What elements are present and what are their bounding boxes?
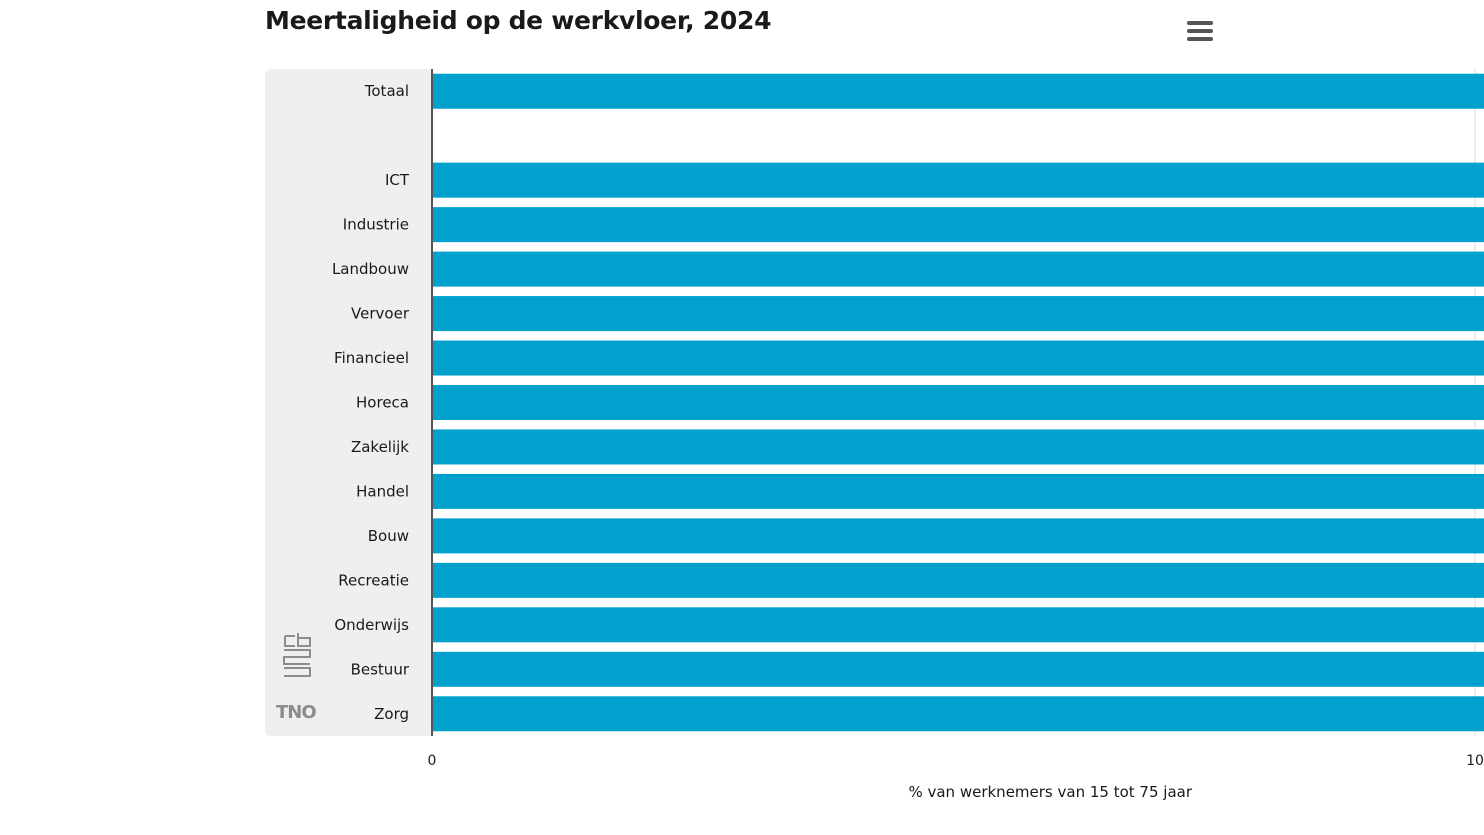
bar-vervoer[interactable] [432,296,1484,332]
category-label-ict: ICT [385,171,410,189]
category-label-recreatie: Recreatie [338,571,409,589]
category-label-panel [265,69,433,736]
x-axis-title: % van werknemers van 15 tot 75 jaar [908,783,1192,801]
bar-ict[interactable] [432,162,1484,198]
category-label-horeca: Horeca [356,394,409,412]
category-label-onderwijs: Onderwijs [334,616,409,634]
x-tick-label-10: 10 [1466,753,1484,769]
category-label-totaal: Totaal [364,82,409,100]
bar-industrie[interactable] [432,207,1484,243]
bar-zorg[interactable] [432,696,1484,732]
category-label-zorg: Zorg [374,705,409,723]
category-label-bestuur: Bestuur [351,660,410,678]
bars [432,73,1484,732]
cbs-logo [283,633,311,677]
x-tick-label-0: 0 [428,753,437,769]
bar-onderwijs[interactable] [432,607,1484,643]
category-label-vervoer: Vervoer [351,305,410,323]
category-labels: Totaal ICT Industrie Landbouw Vervoer Financi… [332,82,410,723]
category-label-zakelijk: Zakelijk [351,438,409,456]
tno-logo: TNO [276,702,316,723]
chart-title: Meertaligheid op de werkvloer, 2024 [265,6,772,35]
bar-bouw[interactable] [432,518,1484,554]
x-tick-labels: 010203040506070 [428,753,1484,769]
bar-landbouw[interactable] [432,251,1484,287]
bar-recreatie[interactable] [432,562,1484,598]
bar-bestuur[interactable] [432,651,1484,687]
bar-financieel[interactable] [432,340,1484,376]
category-label-handel: Handel [356,482,409,500]
category-label-financieel: Financieel [334,349,409,367]
category-label-industrie: Industrie [343,216,409,234]
bar-zakelijk[interactable] [432,429,1484,465]
hamburger-menu-icon[interactable] [1183,16,1217,46]
bar-handel[interactable] [432,473,1484,509]
bar-horeca[interactable] [432,385,1484,420]
category-label-landbouw: Landbouw [332,260,409,278]
bar-totaal[interactable] [432,73,1484,109]
category-label-bouw: Bouw [368,527,409,545]
